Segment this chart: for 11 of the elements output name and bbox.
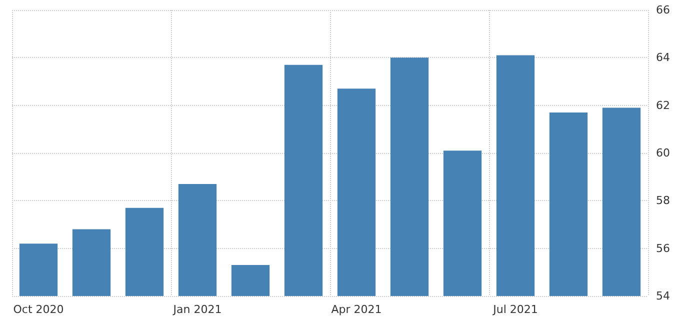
y-tick-label: 58 [656,194,670,208]
y-tick-label: 54 [656,290,670,302]
y-tick-label: 56 [656,242,670,255]
y-tick-label: 62 [656,98,670,112]
x-tick-label: Jul 2021 [492,303,538,316]
x-tick-label: Jan 2021 [172,303,222,316]
y-tick-label: 66 [656,4,670,16]
x-tick-label: Apr 2021 [331,303,382,316]
x-tick-label: Oct 2020 [13,303,64,316]
y-tick-label: 64 [656,51,670,64]
y-tick-label: 60 [656,146,670,160]
